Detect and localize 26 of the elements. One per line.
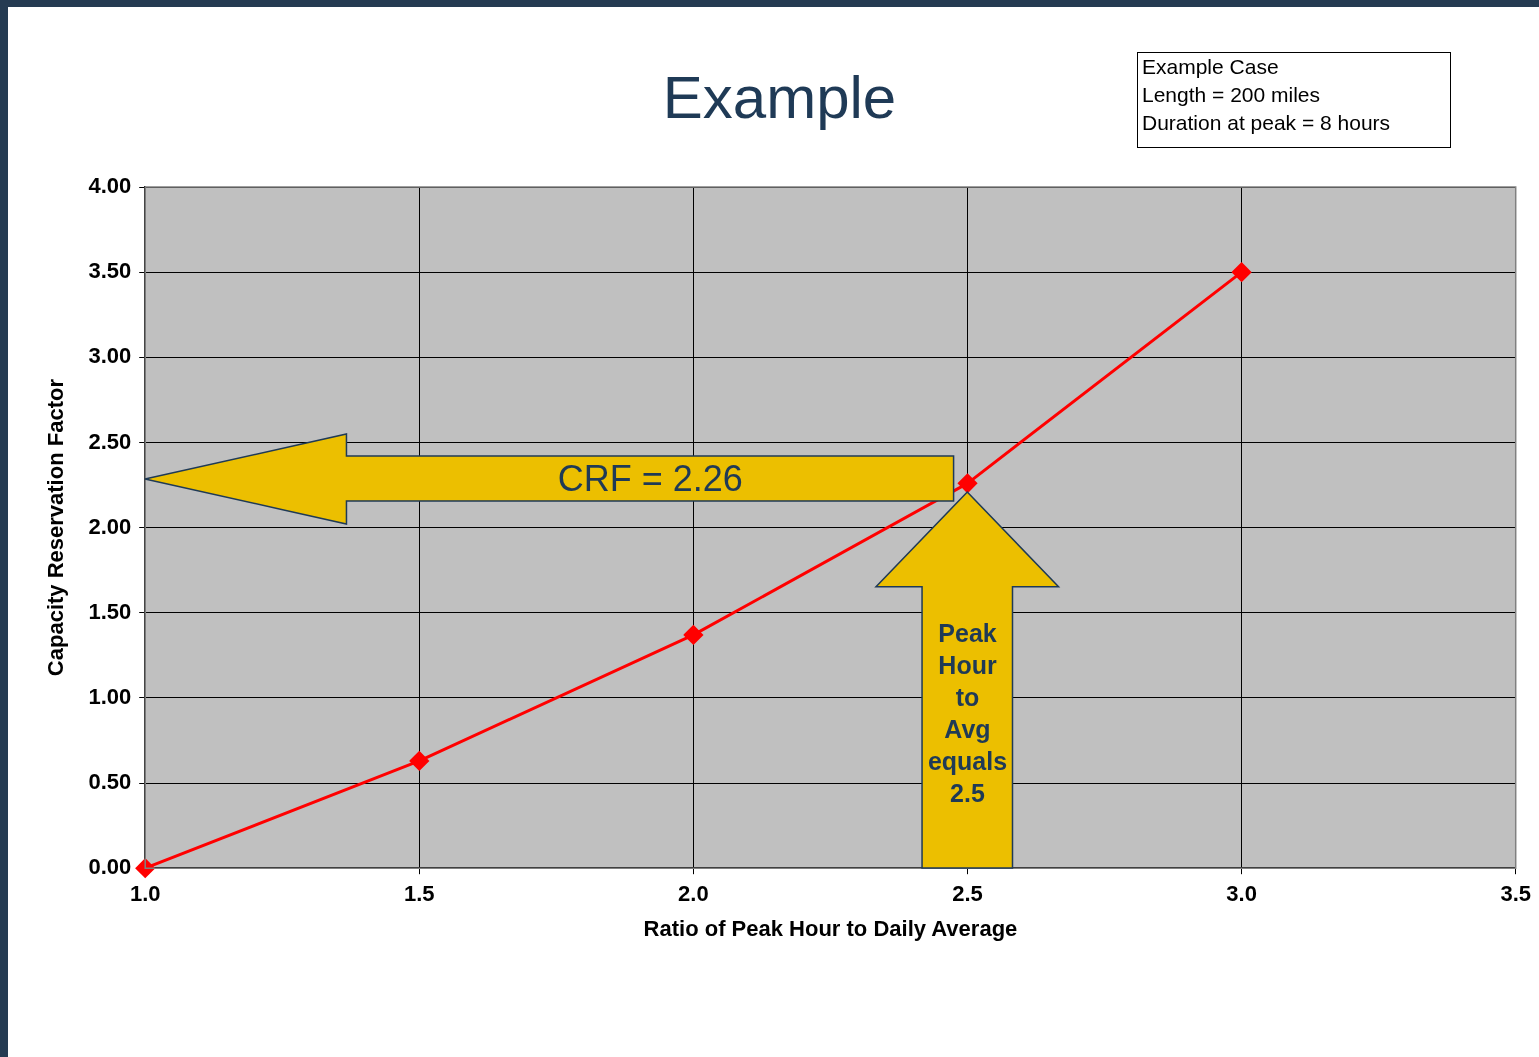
point bbox=[409, 751, 429, 771]
y-tick-label: 3.00 bbox=[88, 343, 132, 369]
x-axis-title: Ratio of Peak Hour to Daily Average bbox=[643, 915, 1018, 941]
point bbox=[683, 625, 703, 645]
x-tick-label: 3.0 bbox=[1226, 881, 1257, 907]
annotation: CRF = 2.26 bbox=[556, 457, 744, 502]
text: Example Case Length = 200 miles Duration at peak = 8 hours bbox=[1142, 54, 1392, 136]
y-tick-label: 1.50 bbox=[88, 598, 132, 624]
annotation: Peak Hour to Avg equals 2.5 bbox=[926, 617, 1009, 809]
point bbox=[958, 473, 978, 493]
y-tick-label: 2.00 bbox=[88, 513, 132, 539]
y-axis-title: Capacity Reservation Factor bbox=[43, 378, 69, 677]
x-tick-label: 2.0 bbox=[678, 881, 709, 907]
point bbox=[1232, 262, 1252, 282]
point bbox=[135, 858, 155, 878]
x-tick-label: 1.5 bbox=[404, 881, 435, 907]
y-tick-label: 3.50 bbox=[88, 258, 132, 284]
y-tick-label: 0.50 bbox=[88, 769, 132, 795]
y-tick-label: 0.00 bbox=[88, 854, 132, 880]
x-tick-label: 1.0 bbox=[129, 881, 161, 907]
x-tick-label: 3.5 bbox=[1500, 881, 1532, 907]
y-tick-label: 1.00 bbox=[88, 683, 132, 709]
x-tick-label: 2.5 bbox=[952, 881, 983, 907]
y-tick-label: 2.50 bbox=[88, 428, 132, 454]
chart-title: Example bbox=[662, 63, 897, 131]
y-tick-label: 4.00 bbox=[88, 173, 132, 199]
